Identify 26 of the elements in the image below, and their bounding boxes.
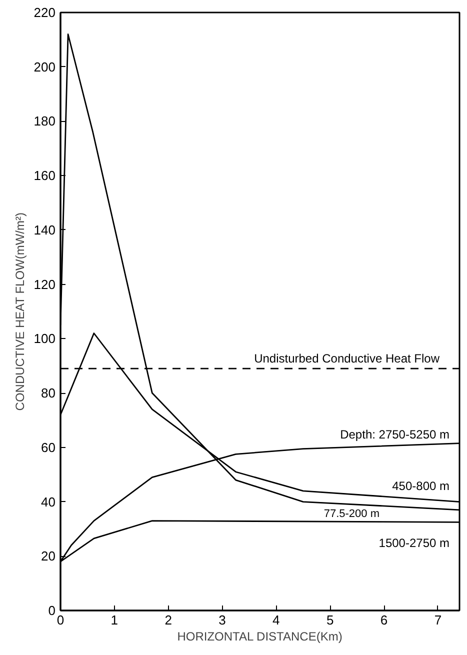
x-tick-label: 7 bbox=[434, 612, 442, 628]
series-label: 77.5-200 m bbox=[324, 508, 380, 520]
ref-line-label: Undisturbed Conductive Heat Flow bbox=[254, 352, 440, 366]
x-tick-label: 4 bbox=[272, 612, 280, 628]
y-tick-label: 220 bbox=[34, 5, 56, 20]
y-tick-label: 0 bbox=[48, 603, 56, 618]
series-label: Depth: 2750-5250 m bbox=[340, 427, 450, 442]
y-tick-label: 140 bbox=[34, 222, 56, 238]
x-tick-label: 5 bbox=[326, 612, 334, 628]
y-tick-label: 200 bbox=[34, 59, 56, 74]
y-axis-title: CONDUCTIVE HEAT FLOW(mW/m²) bbox=[12, 212, 27, 411]
x-tick-label: 2 bbox=[164, 612, 172, 628]
series-label: 1500-2750 m bbox=[378, 536, 450, 550]
series-label: 450-800 m bbox=[392, 478, 450, 493]
y-tick-label: 180 bbox=[34, 114, 56, 129]
x-axis-title: HORIZONTAL DISTANCE(Km) bbox=[177, 630, 342, 644]
x-tick-label: 6 bbox=[380, 612, 388, 628]
y-tick-label: 60 bbox=[41, 440, 56, 455]
x-tick-label: 3 bbox=[218, 612, 226, 628]
y-tick-label: 100 bbox=[34, 331, 56, 346]
y-tick-label: 20 bbox=[41, 548, 56, 564]
y-tick-label: 120 bbox=[34, 276, 56, 292]
x-tick-label: 1 bbox=[110, 612, 118, 628]
y-tick-label: 160 bbox=[34, 168, 56, 184]
y-tick-label: 80 bbox=[41, 386, 56, 401]
y-tick-label: 40 bbox=[41, 494, 56, 510]
